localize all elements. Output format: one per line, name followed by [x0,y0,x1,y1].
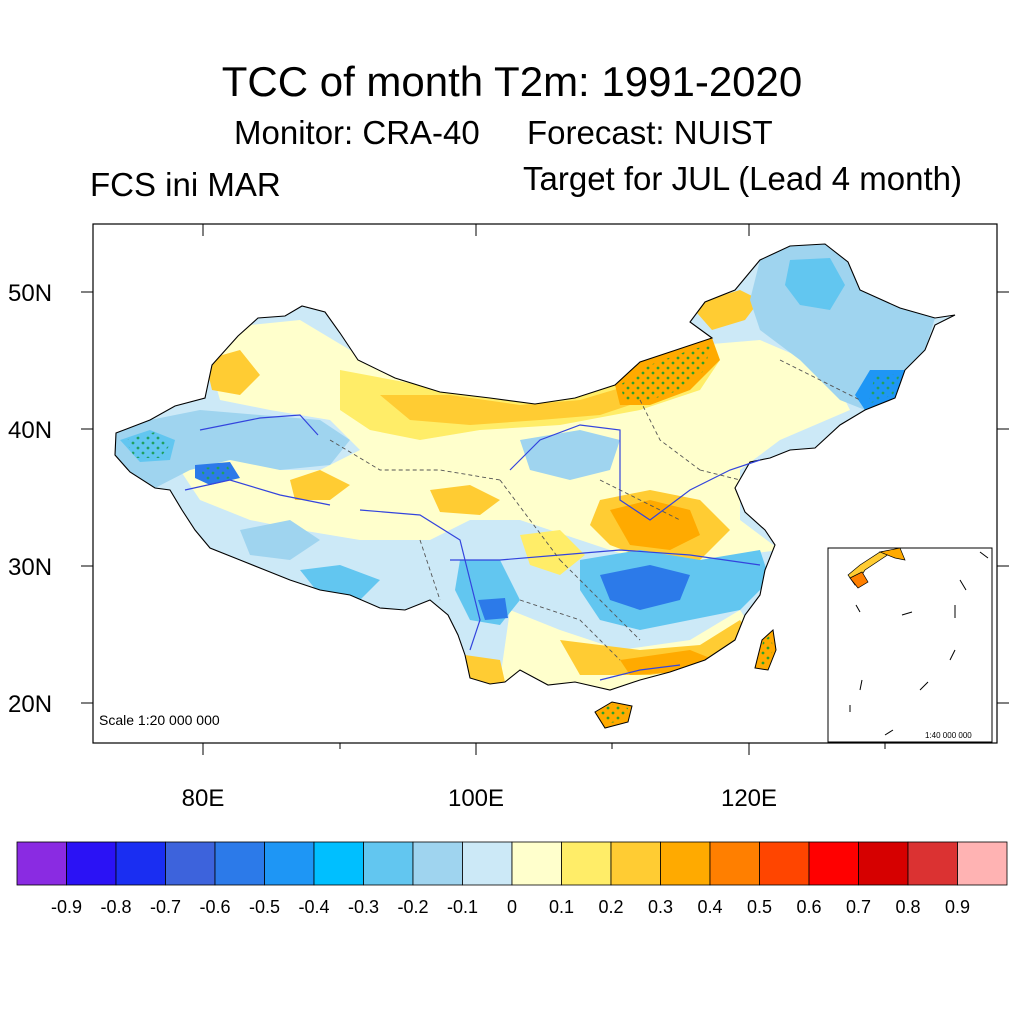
colorbar-label: 0.9 [945,897,970,917]
colorbar-label: -0.8 [100,897,131,917]
colorbar-swatch [907,841,958,886]
target-label: Target for JUL (Lead 4 month) [523,160,962,197]
colorbar-swatch [610,841,661,886]
colorbar-label: 0.6 [796,897,821,917]
colorbar-swatch [313,841,364,886]
colorbar-label: -0.6 [199,897,230,917]
china-border [114,243,956,691]
colorbar: -0.9 -0.8 -0.7 -0.6 -0.5 -0.4 -0.3 -0.2 -0.1 0 0.1… [16,841,1008,917]
colorbar-swatch [264,841,315,886]
lon-tick-120E: 120E [721,785,777,812]
colorbar-label: -0.2 [397,897,428,917]
colorbar-swatch [462,841,513,886]
colorbar-swatch [412,841,463,886]
colorbar-label: 0.1 [549,897,574,917]
colorbar-swatch [511,841,562,886]
colorbar-label: -0.9 [51,897,82,917]
colorbar-swatch [363,841,414,886]
colorbar-swatch [808,841,859,886]
colorbar-label: 0.4 [697,897,722,917]
colorbar-swatch [16,841,67,886]
rivers [184,414,761,681]
colorbar-label: 0.8 [895,897,920,917]
colorbar-swatch [858,841,909,886]
lat-tick-50N: 50N [8,280,52,307]
colorbar-swatch [214,841,265,886]
colorbar-swatch [561,841,612,886]
lon-tick-80E: 80E [182,785,225,812]
colorbar-swatch [709,841,760,886]
inset-scale-label: 1:40 000 000 [925,731,972,740]
lon-tick-100E: 100E [448,785,504,812]
province-borders [329,359,861,661]
colorbar-label: 0.7 [846,897,871,917]
colorbar-label: -0.4 [298,897,329,917]
colorbar-label: 0.3 [648,897,673,917]
colorbar-label: -0.5 [249,897,280,917]
colorbar-label: 0 [507,897,517,917]
scale-label: Scale 1:20 000 000 [99,712,220,728]
axis-ticks [81,224,1009,755]
lat-tick-40N: 40N [8,417,52,444]
colorbar-swatch [957,841,1008,886]
monitor-label: Monitor: CRA-40 [234,114,480,151]
colorbar-swatch [660,841,711,886]
colorbar-swatch [759,841,810,886]
forecast-label: Forecast: NUIST [527,114,773,151]
colorbar-label: -0.3 [348,897,379,917]
colorbar-swatch [115,841,166,886]
colorbar-label: -0.7 [150,897,181,917]
lat-tick-30N: 30N [8,554,52,581]
colorbar-label: 0.5 [747,897,772,917]
colorbar-label: -0.1 [447,897,478,917]
colorbar-swatch [165,841,216,886]
colorbar-label: 0.2 [598,897,623,917]
chart-title: TCC of month T2m: 1991-2020 [221,58,803,105]
lat-tick-20N: 20N [8,691,52,718]
colorbar-swatch [66,841,117,886]
forecast-init-label: FCS ini MAR [90,166,281,203]
